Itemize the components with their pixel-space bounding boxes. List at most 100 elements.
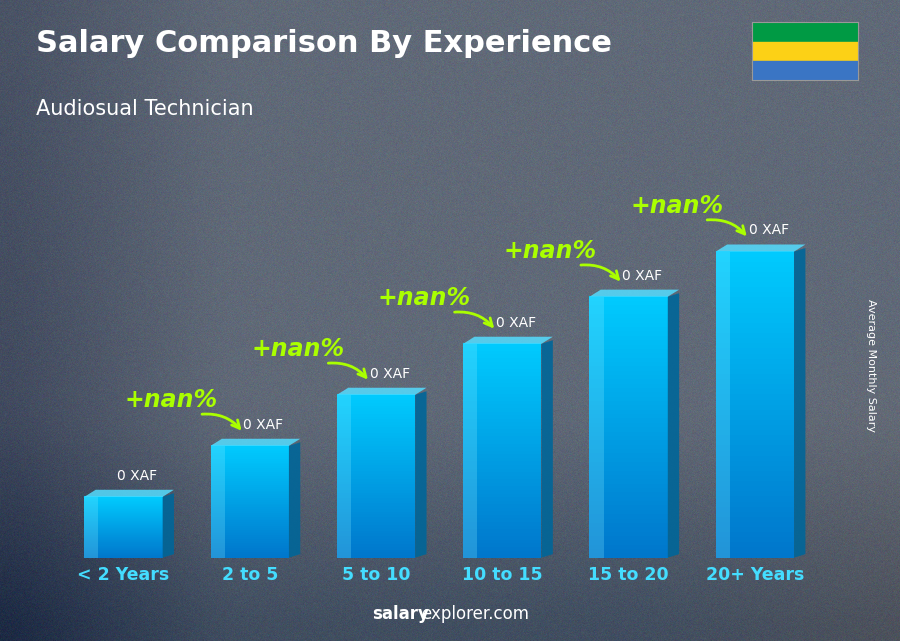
Bar [211,494,289,496]
Bar [716,501,794,506]
Bar [590,313,668,319]
Polygon shape [163,494,174,558]
Bar [590,361,668,366]
Bar [211,447,289,449]
Bar [337,459,415,463]
Bar [716,542,794,547]
Bar [211,537,289,539]
Bar [211,553,289,556]
Bar [211,453,289,455]
Bar [464,386,542,390]
Bar [211,518,289,520]
Bar [590,383,668,388]
Bar [85,545,163,547]
Text: Average Monthly Salary: Average Monthly Salary [866,299,877,432]
Bar [464,421,542,426]
Bar [337,533,415,536]
Bar [337,481,415,485]
Bar [211,510,289,513]
Bar [211,504,289,507]
Bar [211,516,289,519]
Bar [716,465,794,471]
Bar [716,485,794,492]
Bar [464,464,542,469]
Bar [716,521,794,527]
Bar [716,312,794,318]
Bar [590,440,668,445]
Polygon shape [668,293,680,558]
Bar [211,475,289,478]
Bar [211,501,289,504]
Bar [590,418,668,423]
Bar [716,322,794,328]
Bar [716,547,794,553]
Bar [716,383,794,389]
Polygon shape [542,340,553,558]
Bar [716,378,794,384]
Bar [716,358,794,364]
Bar [590,540,668,545]
Bar [85,499,163,501]
Bar [590,453,668,458]
Bar [85,520,163,522]
Bar [590,470,668,475]
Bar [211,514,289,517]
Bar [85,547,163,549]
Bar [211,529,289,531]
Bar [464,461,542,465]
Bar [211,465,289,468]
FancyArrowPatch shape [328,363,366,378]
Bar [337,427,415,430]
Bar [590,431,668,436]
Bar [211,527,289,529]
Bar [716,338,794,344]
Text: +nan%: +nan% [125,388,218,412]
Bar [337,497,415,501]
Bar [464,439,542,444]
Bar [211,467,289,470]
Bar [85,498,163,500]
Bar [85,519,163,521]
Bar [716,404,794,410]
Bar [85,512,163,514]
Bar [85,504,163,506]
Bar [464,543,542,547]
Bar [590,457,668,462]
Bar [211,542,289,545]
Bar [464,418,542,422]
Bar [716,526,794,532]
Bar [211,486,289,488]
Bar [590,483,668,488]
Bar [85,508,163,510]
Bar [211,473,289,476]
Bar [464,539,542,544]
Bar [716,424,794,430]
Bar [590,339,668,344]
Text: Salary Comparison By Experience: Salary Comparison By Experience [36,29,612,58]
Text: +nan%: +nan% [630,194,724,218]
Bar [85,524,163,526]
Bar [464,525,542,529]
Bar [211,445,289,447]
Bar [337,476,415,479]
Bar [211,449,289,451]
Bar [464,532,542,537]
Bar [337,397,415,400]
Bar [590,518,668,523]
Bar [211,522,289,524]
Bar [337,487,415,490]
Bar [85,503,163,505]
Bar [211,549,289,552]
Bar [211,538,289,541]
Bar [337,448,415,452]
Bar [211,531,289,533]
Bar [337,505,415,509]
Bar [716,292,794,297]
Bar [85,543,163,544]
Bar [464,482,542,487]
Bar [464,429,542,433]
Bar [464,404,542,408]
Bar [716,317,794,323]
Bar [464,518,542,522]
Bar [211,555,289,558]
